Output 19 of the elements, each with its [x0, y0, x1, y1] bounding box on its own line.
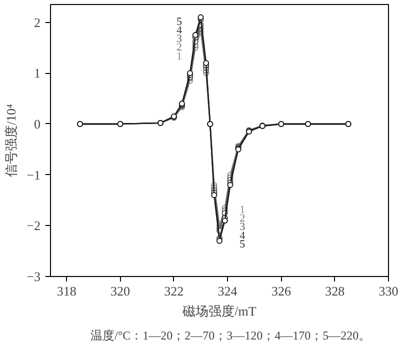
y-tick-label: 2 [34, 14, 40, 30]
y-tick-label: 0 [34, 116, 40, 132]
x-tick-label: 320 [110, 284, 130, 298]
series-label: 5 [176, 16, 182, 28]
x-tick-label: 318 [56, 284, 76, 298]
y-axis-title: 信号强度/10⁴ [4, 103, 19, 178]
y-tick-label: −1 [26, 167, 41, 182]
x-tick-label: 330 [378, 284, 398, 298]
y-tick-label: 1 [34, 66, 40, 81]
text: 温度/°C：1—20；2—70；3—120；4—170；5—220。 [90, 328, 371, 342]
x-tick-label: 326 [271, 284, 292, 298]
x-axis-title: 磁场强度/mT [182, 304, 256, 318]
y-tick-label: −3 [26, 269, 41, 284]
x-tick-label: 324 [218, 284, 238, 298]
text: 5 [240, 238, 246, 250]
y-tick-label: −2 [26, 218, 41, 234]
text: 3 [240, 221, 246, 234]
x-tick-label: 322 [164, 284, 184, 298]
x-tick-label: 328 [325, 284, 345, 298]
